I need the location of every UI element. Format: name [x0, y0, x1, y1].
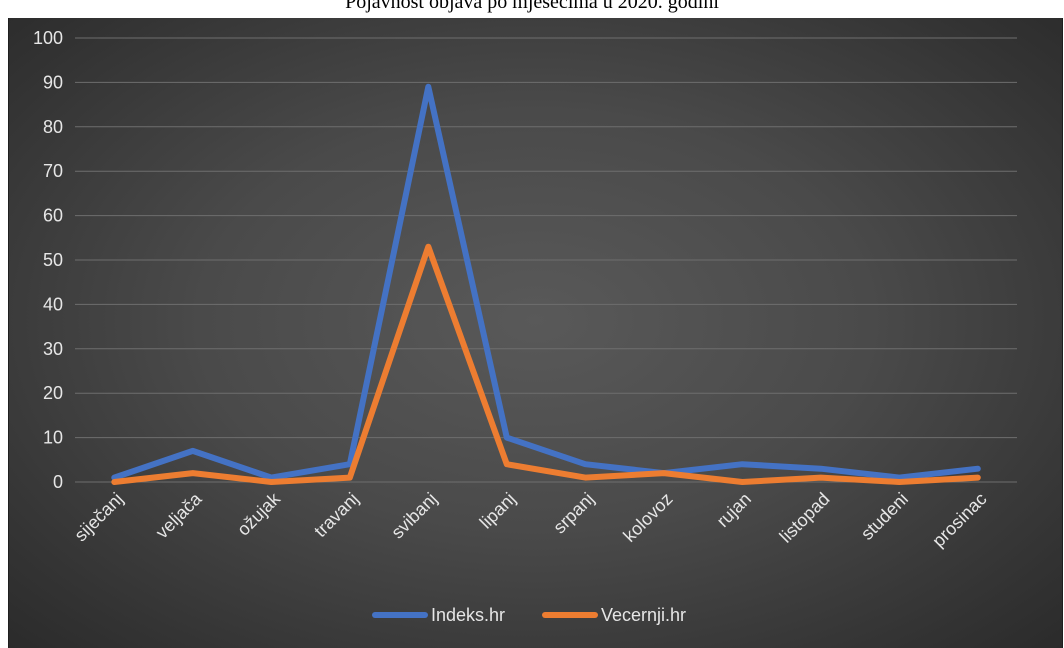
- y-tick-label: 10: [43, 428, 63, 448]
- legend-label: Vecernji.hr: [601, 605, 686, 625]
- x-tick-label: siječanj: [70, 489, 127, 546]
- legend: Indeks.hr Vecernji.hr: [372, 605, 686, 625]
- x-axis-ticks: siječanj veljača ožujak travanj svibanj lipan…: [70, 488, 990, 551]
- legend-label: Indeks.hr: [431, 605, 505, 625]
- line-chart: 0 10 20 30 40 50 60 70 80 90 100 siječanj veljača ož…: [33, 28, 1017, 625]
- chart-area: 0 10 20 30 40 50 60 70 80 90 100 siječanj veljača ož…: [8, 18, 1063, 648]
- y-tick-label: 70: [43, 161, 63, 181]
- x-tick-label: studeni: [857, 489, 912, 544]
- x-tick-label: prosinac: [928, 489, 990, 551]
- y-tick-label: 30: [43, 339, 63, 359]
- x-tick-label: lipanj: [476, 489, 520, 533]
- grid-layer: [75, 37, 1017, 483]
- series-line-2: [111, 243, 981, 485]
- x-tick-label: ožujak: [233, 488, 285, 540]
- top-caption-strip: Pojavnost objava po mjesecima u 2020. go…: [0, 0, 1064, 18]
- x-tick-label: veljača: [152, 488, 206, 542]
- series-layer: [111, 83, 981, 485]
- y-tick-label: 50: [43, 250, 63, 270]
- y-tick-label: 60: [43, 206, 63, 226]
- series-line-1: [111, 83, 981, 481]
- x-tick-label: listopad: [776, 489, 834, 547]
- x-tick-label: rujan: [713, 489, 755, 531]
- y-tick-label: 20: [43, 383, 63, 403]
- chart-title: Pojavnost objava po mjesecima u 2020. go…: [345, 0, 719, 13]
- x-tick-label: travanj: [310, 489, 362, 541]
- y-tick-label: 90: [43, 72, 63, 92]
- y-tick-label: 80: [43, 117, 63, 137]
- y-tick-label: 40: [43, 294, 63, 314]
- y-tick-label: 0: [53, 472, 63, 492]
- y-tick-label: 100: [33, 28, 63, 48]
- x-tick-label: svibanj: [387, 489, 441, 543]
- y-axis-ticks: 0 10 20 30 40 50 60 70 80 90 100: [33, 28, 63, 492]
- x-tick-label: srpanj: [549, 489, 598, 538]
- x-tick-label: kolovoz: [619, 489, 676, 546]
